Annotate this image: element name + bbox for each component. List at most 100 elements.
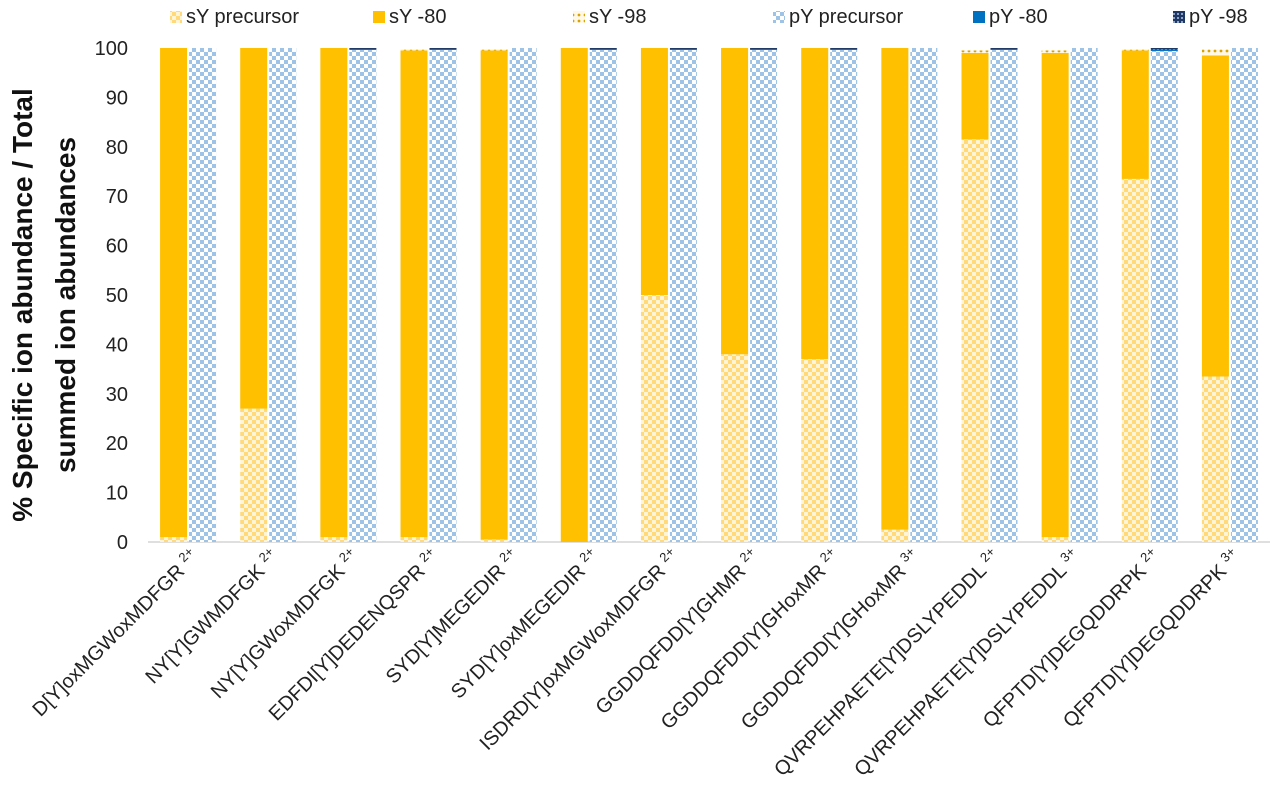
- y-axis-label-line-2: summed ion abundances: [50, 137, 81, 473]
- legend-label: pY precursor: [789, 6, 903, 28]
- y-tick-label: 40: [106, 334, 128, 356]
- bar-group: [560, 48, 617, 542]
- peptide-name: EDFDI[Y]DEDENQSPR: [265, 556, 434, 725]
- legend-label: sY precursor: [186, 6, 299, 28]
- bar-segment-py-80: [750, 48, 778, 50]
- y-axis: 0 10 20 30 40 50 60 70 80 90 100: [95, 38, 128, 554]
- bar-segment-py-precursor: [1150, 50, 1178, 543]
- bar-segment-sy-80: [881, 48, 909, 530]
- x-tick-label: SYD[Y]MEGEDIR 2+: [380, 544, 524, 688]
- bar-segment-py-precursor: [1070, 48, 1098, 542]
- bar-segment-sy-precursor: [160, 537, 188, 542]
- peptide-name: GGDDQFDD[Y]GHoxMR: [737, 556, 914, 733]
- bar-group: [400, 48, 457, 542]
- y-tick-label: 90: [106, 87, 128, 109]
- chart-legend: sY precursor sY -80 sY -98 pY precursor pY -…: [170, 6, 1248, 28]
- bar-segment-sy-precursor: [320, 537, 348, 542]
- bar-group: [240, 48, 297, 542]
- bar-segment-py-precursor: [269, 48, 297, 542]
- bar-segment-sy-80: [240, 48, 268, 409]
- bar-group: [961, 48, 1018, 542]
- bar-segment-sy-80: [400, 50, 428, 538]
- bar-group: [721, 48, 778, 542]
- x-tick-label: D[Y]oxMGWoxMDFGR 2+: [26, 544, 203, 721]
- bar-segment-sy-98: [961, 50, 989, 53]
- bar-group: [881, 48, 938, 542]
- bar-segment-sy-80: [320, 48, 348, 538]
- y-tick-label: 10: [106, 483, 128, 505]
- bar-segment-sy-80: [160, 48, 188, 538]
- legend-swatch: [373, 11, 385, 23]
- bar-segment-py-precursor: [669, 49, 697, 542]
- bar-segment-sy-precursor: [1041, 537, 1069, 542]
- bar-segment-py-98: [750, 48, 778, 49]
- y-tick-label: 70: [106, 186, 128, 208]
- bar-segment-sy-80: [961, 52, 989, 140]
- bar-segment-sy-precursor: [240, 408, 268, 542]
- bar-segment-sy-80: [801, 48, 829, 360]
- bar-group: [160, 48, 217, 542]
- bar-segment-py-98: [669, 48, 697, 49]
- bar-segment-py-80: [589, 48, 617, 50]
- bar-segment-sy-80: [560, 48, 588, 542]
- bar-segment-py-98: [830, 48, 858, 49]
- bar-segment-py-80: [349, 48, 377, 50]
- bar-segment-sy-98: [400, 48, 428, 51]
- bar-segment-sy-precursor: [640, 295, 668, 542]
- bar-segment-py-80: [1150, 49, 1178, 51]
- bar-segment-py-precursor: [429, 49, 457, 542]
- legend-label: pY -80: [989, 6, 1048, 28]
- y-tick-label: 60: [106, 236, 128, 258]
- peptide-name: QFPTD[Y]DEGQDDRPK: [979, 556, 1155, 732]
- bar-group: [801, 48, 858, 542]
- legend-label: sY -98: [589, 6, 646, 28]
- legend-swatch: [1173, 11, 1185, 23]
- x-tick-label: SYD[Y]oxMEGEDIR 2+: [445, 544, 604, 703]
- y-tick-label: 80: [106, 137, 128, 159]
- bar-segment-sy-80: [721, 48, 749, 355]
- bar-segment-py-precursor: [750, 49, 778, 542]
- y-axis-label-line-1: % Specific ion abundance / Total: [7, 88, 38, 522]
- bar-group: [1041, 48, 1098, 542]
- legend-item: sY -98: [573, 6, 646, 28]
- legend-swatch: [573, 11, 585, 23]
- legend-item: sY -80: [373, 6, 446, 28]
- bar-segment-sy-80: [1201, 55, 1229, 377]
- legend-label: pY -98: [1189, 6, 1248, 28]
- bar-segment-py-precursor: [189, 48, 217, 542]
- bar-segment-py-precursor: [830, 49, 858, 542]
- legend-label: sY -80: [389, 6, 446, 28]
- bar-segment-py-precursor: [990, 49, 1018, 542]
- bar-segment-sy-80: [1121, 50, 1149, 179]
- peptide-name: SYD[Y]oxMEGEDIR: [447, 556, 594, 703]
- peptide-name: GGDDQFDD[Y]GHoxMR: [657, 556, 834, 733]
- y-tick-label: 100: [95, 38, 128, 60]
- bar-group: [1121, 48, 1178, 543]
- peptide-name: GGDDQFDD[Y]GHMR: [592, 556, 754, 718]
- bar-segment-sy-precursor: [1201, 376, 1229, 542]
- chart-bars: [160, 48, 1258, 543]
- bar-segment-sy-precursor: [881, 529, 909, 542]
- bar-segment-sy-precursor: [480, 539, 508, 542]
- bar-segment-sy-80: [480, 50, 508, 540]
- legend-item: pY -98: [1173, 6, 1248, 28]
- bar-segment-sy-98: [1201, 49, 1229, 56]
- y-tick-label: 30: [106, 384, 128, 406]
- bar-segment-sy-98: [480, 48, 508, 51]
- y-axis-label: % Specific ion abundance / Total summed …: [7, 88, 81, 522]
- legend-item: pY -80: [973, 6, 1048, 28]
- bar-segment-py-80: [990, 48, 1018, 50]
- bar-group: [640, 48, 697, 542]
- bar-segment-py-precursor: [349, 49, 377, 542]
- x-tick-label: NY[Y]GWMDFGK 2+: [139, 544, 283, 688]
- bar-segment-sy-precursor: [721, 354, 749, 542]
- peptide-name: NY[Y]GWoxMDFGK: [207, 556, 354, 703]
- bar-segment-py-precursor: [509, 48, 537, 542]
- legend-swatch: [973, 11, 985, 23]
- bar-group: [1201, 48, 1258, 542]
- legend-swatch: [773, 11, 785, 23]
- bar-segment-py-98: [589, 48, 617, 49]
- bar-segment-sy-precursor: [400, 537, 428, 542]
- bar-segment-py-precursor: [910, 48, 938, 542]
